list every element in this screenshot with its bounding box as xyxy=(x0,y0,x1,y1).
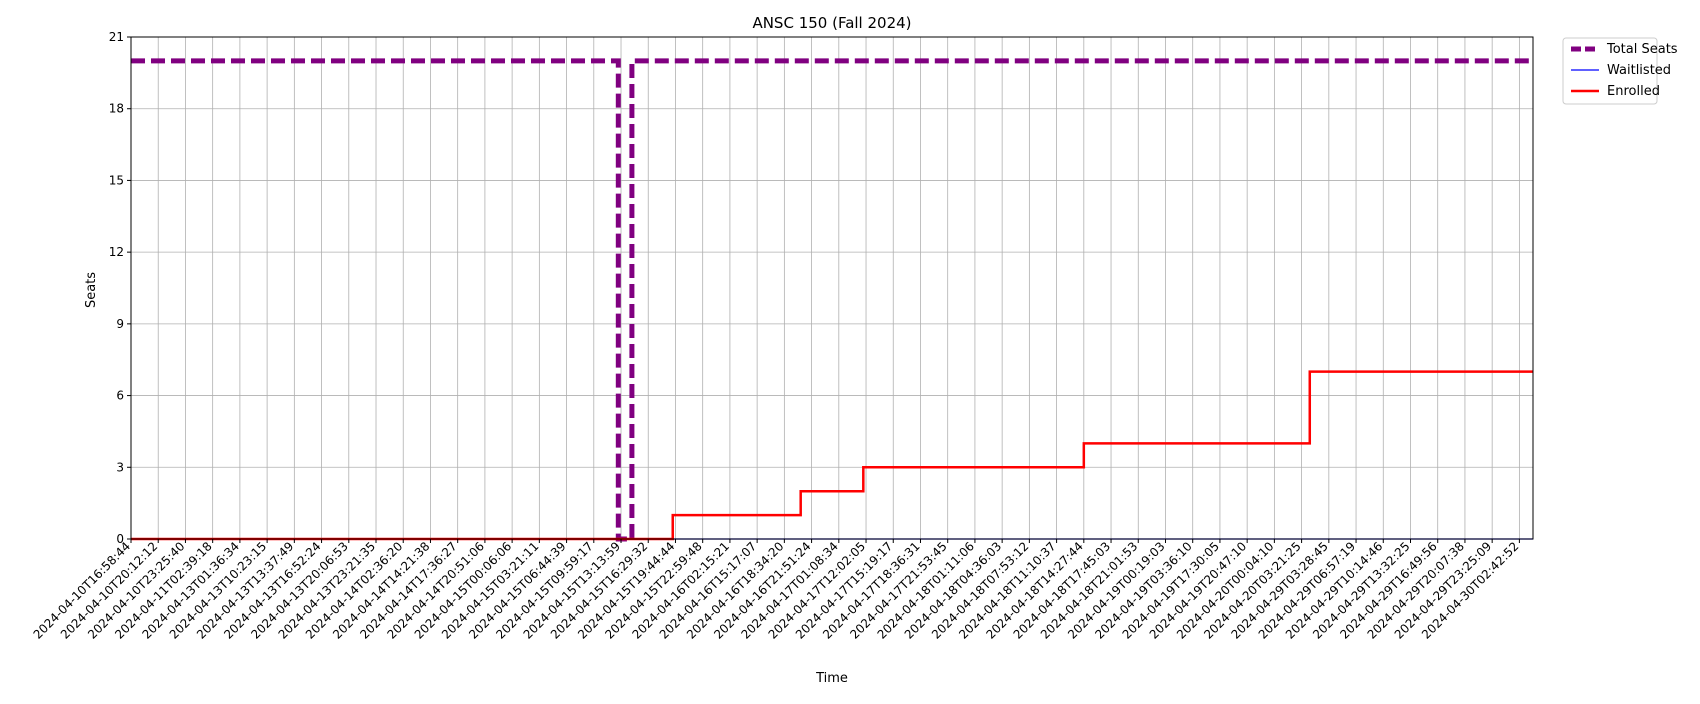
y-axis-title: Seats xyxy=(84,272,99,308)
y-tick-label: 15 xyxy=(109,173,124,187)
y-tick-label: 9 xyxy=(116,317,124,331)
x-axis-title: Time xyxy=(815,671,848,686)
legend-box xyxy=(1562,37,1658,105)
legend-label-waitlisted: Waitlisted xyxy=(1607,63,1671,78)
y-tick-label: 21 xyxy=(109,30,124,44)
y-tick-label: 18 xyxy=(109,102,124,116)
y-tick-label: 3 xyxy=(116,460,124,474)
y-tick-label: 12 xyxy=(109,245,124,259)
legend-label-total-seats: Total Seats xyxy=(1606,42,1678,57)
plot-area-frame xyxy=(130,36,1534,540)
y-tick-label: 0 xyxy=(116,532,124,546)
series-line-enrolled xyxy=(131,370,1533,541)
grid-layer xyxy=(130,36,1533,540)
y-tick-label: 6 xyxy=(116,389,124,403)
legend: Total Seats Waitlisted Enrolled xyxy=(1562,37,1678,105)
y-tick-layer: 0 3 6 9 12 15 18 21 xyxy=(109,30,131,546)
chart-title: ANSC 150 (Fall 2024) xyxy=(752,14,911,32)
x-tick-layer: 2024-04-10T16:58:442024-04-10T20:12:1220… xyxy=(31,539,1522,642)
legend-label-enrolled: Enrolled xyxy=(1607,84,1660,99)
